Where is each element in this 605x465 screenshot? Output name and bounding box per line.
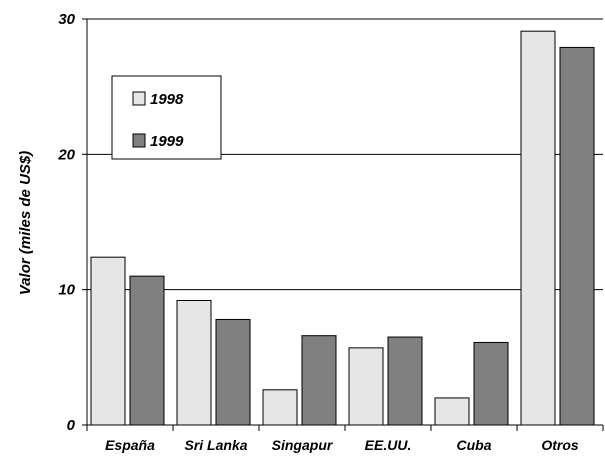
x-tick-label-3: EE.UU. (365, 437, 412, 453)
bar-1999-3 (387, 336, 423, 426)
legend-box (111, 75, 222, 160)
bars (90, 30, 595, 426)
x-tick-label-2: Singapur (272, 437, 334, 453)
x-tick-label-5: Otros (541, 437, 579, 453)
bar-1998-4 (434, 397, 470, 426)
bar-1998-3 (348, 347, 384, 426)
x-tick-label-4: Cuba (457, 437, 492, 453)
bar-1998-0 (90, 256, 126, 426)
axes (82, 18, 604, 431)
legend: 1998 1999 (111, 75, 222, 160)
y-tick-label-20: 20 (57, 146, 75, 163)
bar-1998-1 (176, 299, 212, 426)
x-tick-label-1: Sri Lanka (184, 437, 247, 453)
legend-label-1998: 1998 (150, 91, 184, 108)
legend-swatch-1998 (132, 91, 146, 106)
bar-1999-1 (215, 318, 251, 426)
bar-1999-2 (301, 335, 337, 426)
bar-1998-5 (520, 30, 556, 426)
y-tick-label-10: 10 (58, 282, 75, 299)
y-tick-label-30: 30 (58, 11, 75, 28)
x-tick-labels: España Sri Lanka Singapur EE.UU. Cuba Otros (105, 437, 579, 453)
bar-1999-5 (559, 46, 595, 426)
y-tick-labels: 0 10 20 30 (57, 11, 75, 434)
legend-label-1999: 1999 (150, 133, 184, 150)
bar-1998-2 (262, 389, 298, 426)
y-tick-label-0: 0 (67, 417, 76, 434)
bar-1999-4 (473, 341, 509, 426)
legend-swatch-1999 (132, 133, 146, 148)
x-tick-label-0: España (105, 437, 155, 453)
y-axis-label: Valor (miles de US$) (17, 151, 34, 296)
bar-1999-0 (129, 275, 165, 426)
